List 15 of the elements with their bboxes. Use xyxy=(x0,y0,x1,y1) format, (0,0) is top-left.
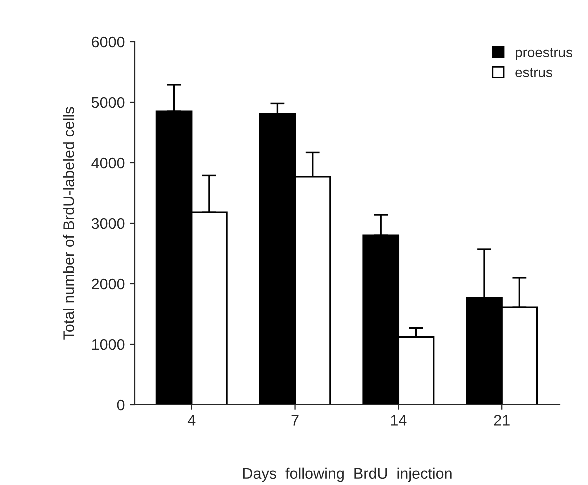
legend-label: estrus xyxy=(516,68,552,78)
y-axis-title: Total number of BrdU-labeled cells xyxy=(63,107,74,340)
y-tick-label: 4000 xyxy=(92,158,125,169)
x-axis-title: Days following BrdU injection xyxy=(243,468,452,482)
y-tick-label: 2000 xyxy=(92,278,125,290)
x-tick-label: 14 xyxy=(391,415,407,426)
x-tick-label: 7 xyxy=(292,415,299,426)
x-tick-label: 21 xyxy=(494,415,510,426)
y-tick-label: 1000 xyxy=(92,339,125,350)
x-tick-label: 4 xyxy=(188,415,196,426)
legend-label: proestrus xyxy=(516,48,573,60)
y-tick-label: 3000 xyxy=(92,218,125,230)
y-tick-label: 0 xyxy=(117,400,125,411)
y-tick-label: 6000 xyxy=(92,36,125,48)
y-tick-label: 5000 xyxy=(92,97,125,108)
